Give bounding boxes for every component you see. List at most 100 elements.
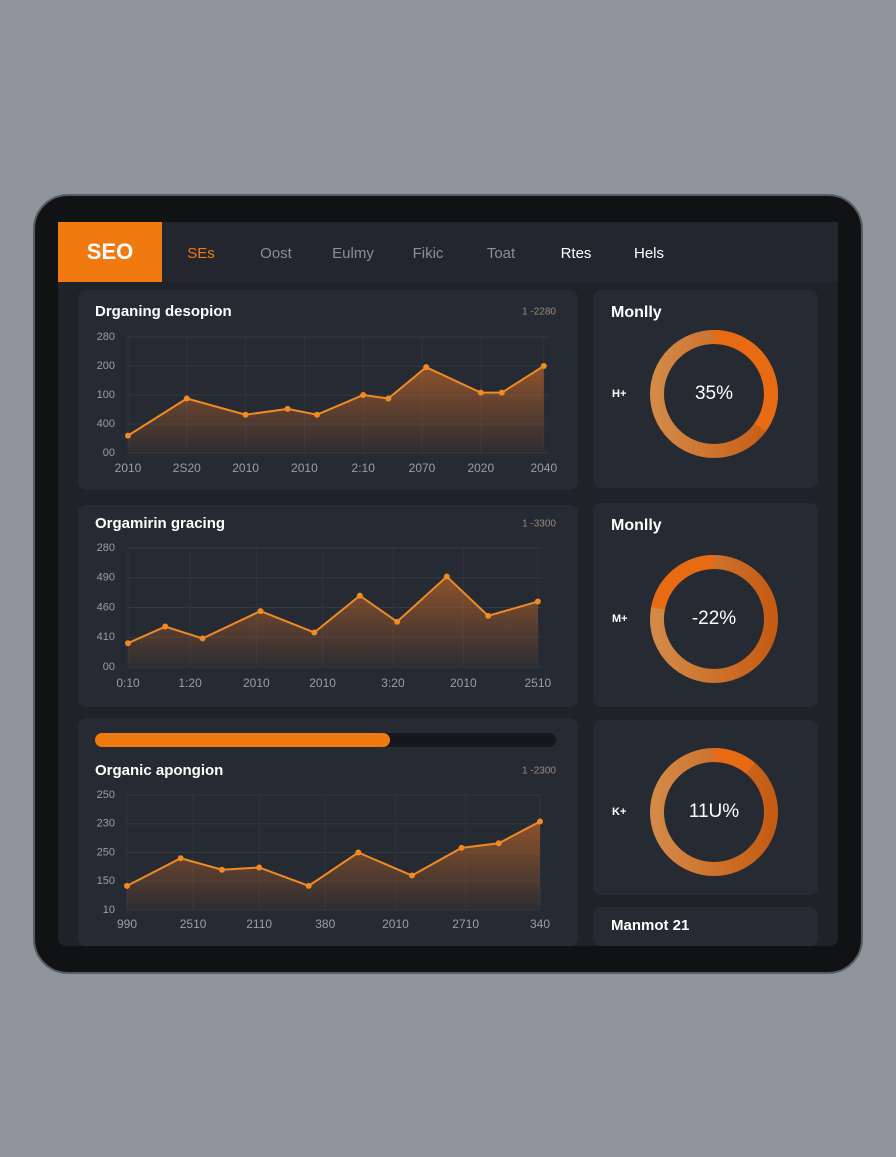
donut-arc [713,748,755,774]
chart-badge: 1 -3300 [522,519,556,530]
point [423,364,430,371]
x-tick-label: 2010 [382,917,409,931]
y-tick-label: 280 [97,542,115,554]
point [314,411,320,418]
panel [78,718,578,946]
point [162,623,169,630]
line [127,575,539,645]
point [257,608,264,615]
line [126,820,541,887]
y-tick-label: 200 [97,360,115,372]
x-tick-label: 2010 [115,461,142,475]
y-tick-label: 250 [97,846,115,858]
x-tick-label: 2S20 [173,461,201,475]
point [311,629,318,636]
area [127,821,540,910]
point [495,840,502,847]
x-tick-label: 2710 [452,917,479,931]
x-tick-label: 2510 [180,917,207,931]
brand: SEO [87,239,133,264]
point [394,618,401,625]
chart-badge: 1 -2280 [522,307,556,318]
donut-label: 35% [695,383,733,404]
area [128,366,544,453]
side-label: K+ [612,806,626,818]
x-tick-label: 2010 [243,676,270,690]
nav-tab[interactable]: Oost [260,245,293,262]
y-tick-label: 100 [97,389,115,401]
point [443,573,450,580]
y-tick-label: 400 [97,418,115,430]
point [356,592,363,599]
progress-fill [95,733,391,747]
nav-tab[interactable]: SEs [187,245,215,262]
y-tick-label: 490 [97,572,115,584]
x-tick-label: 2110 [246,917,272,931]
point [458,844,465,851]
chart-title: Organic apongion [95,762,223,779]
area [128,576,538,667]
point [534,598,541,605]
x-tick-label: 2510 [525,676,552,690]
chart-title: Orgamirin gracing [95,515,225,532]
donut-label: -22% [692,608,736,629]
chart-badge: 1 -2300 [522,766,556,777]
point [218,866,225,873]
y-tick-label: 230 [97,818,115,830]
point [177,855,184,862]
x-tick-label: 1:20 [178,676,202,690]
point [385,395,392,402]
y-tick-label: 150 [97,875,115,887]
point [183,395,190,402]
x-tick-label: 380 [315,917,335,931]
nav-tab[interactable]: Toat [487,245,516,262]
card-title: Monlly [611,517,662,534]
y-tick-label: 460 [97,601,115,613]
y-tick-label: 00 [103,661,115,673]
nav-tab[interactable]: Hels [634,245,664,262]
y-tick-label: 410 [97,631,115,643]
y-tick-label: 280 [97,331,115,343]
point [242,411,249,418]
x-tick-label: 340 [530,917,550,931]
chart-title: Drganing desopion [95,303,232,320]
brand-box [58,222,162,282]
panel [593,907,818,946]
x-tick-label: 990 [117,917,137,931]
point [360,392,367,398]
point [199,635,206,642]
x-tick-label: 2020 [467,461,494,475]
side-label: M+ [612,613,628,625]
x-tick-label: 0:10 [116,676,140,690]
x-tick-label: 2010 [450,676,477,690]
card-title: Monlly [611,304,662,321]
nav-tab[interactable]: Eulmy [332,245,374,262]
point [355,849,362,856]
point [498,389,505,396]
point [125,432,131,439]
y-tick-label: 10 [103,904,115,916]
x-tick-label: 2040 [530,461,557,475]
point [125,640,131,647]
y-tick-label: 250 [97,789,115,801]
x-tick-label: 3:20 [381,676,405,690]
side-label: H+ [612,388,626,400]
card-title: Manmot 21 [611,917,689,934]
point [485,612,492,619]
donut-label: 11U% [689,801,739,822]
nav-tab[interactable]: Fikic [413,245,444,262]
point [305,882,312,889]
panel [593,290,818,488]
x-tick-label: 2010 [291,461,318,475]
point [256,864,263,871]
x-tick-label: 2:10 [352,461,376,475]
point [477,389,484,396]
donut-arc [713,330,778,432]
nav-tab[interactable]: Rtes [561,245,592,262]
point [408,872,415,879]
point [124,882,130,889]
point [284,405,291,412]
point [540,363,547,369]
x-tick-label: 2010 [309,676,336,690]
